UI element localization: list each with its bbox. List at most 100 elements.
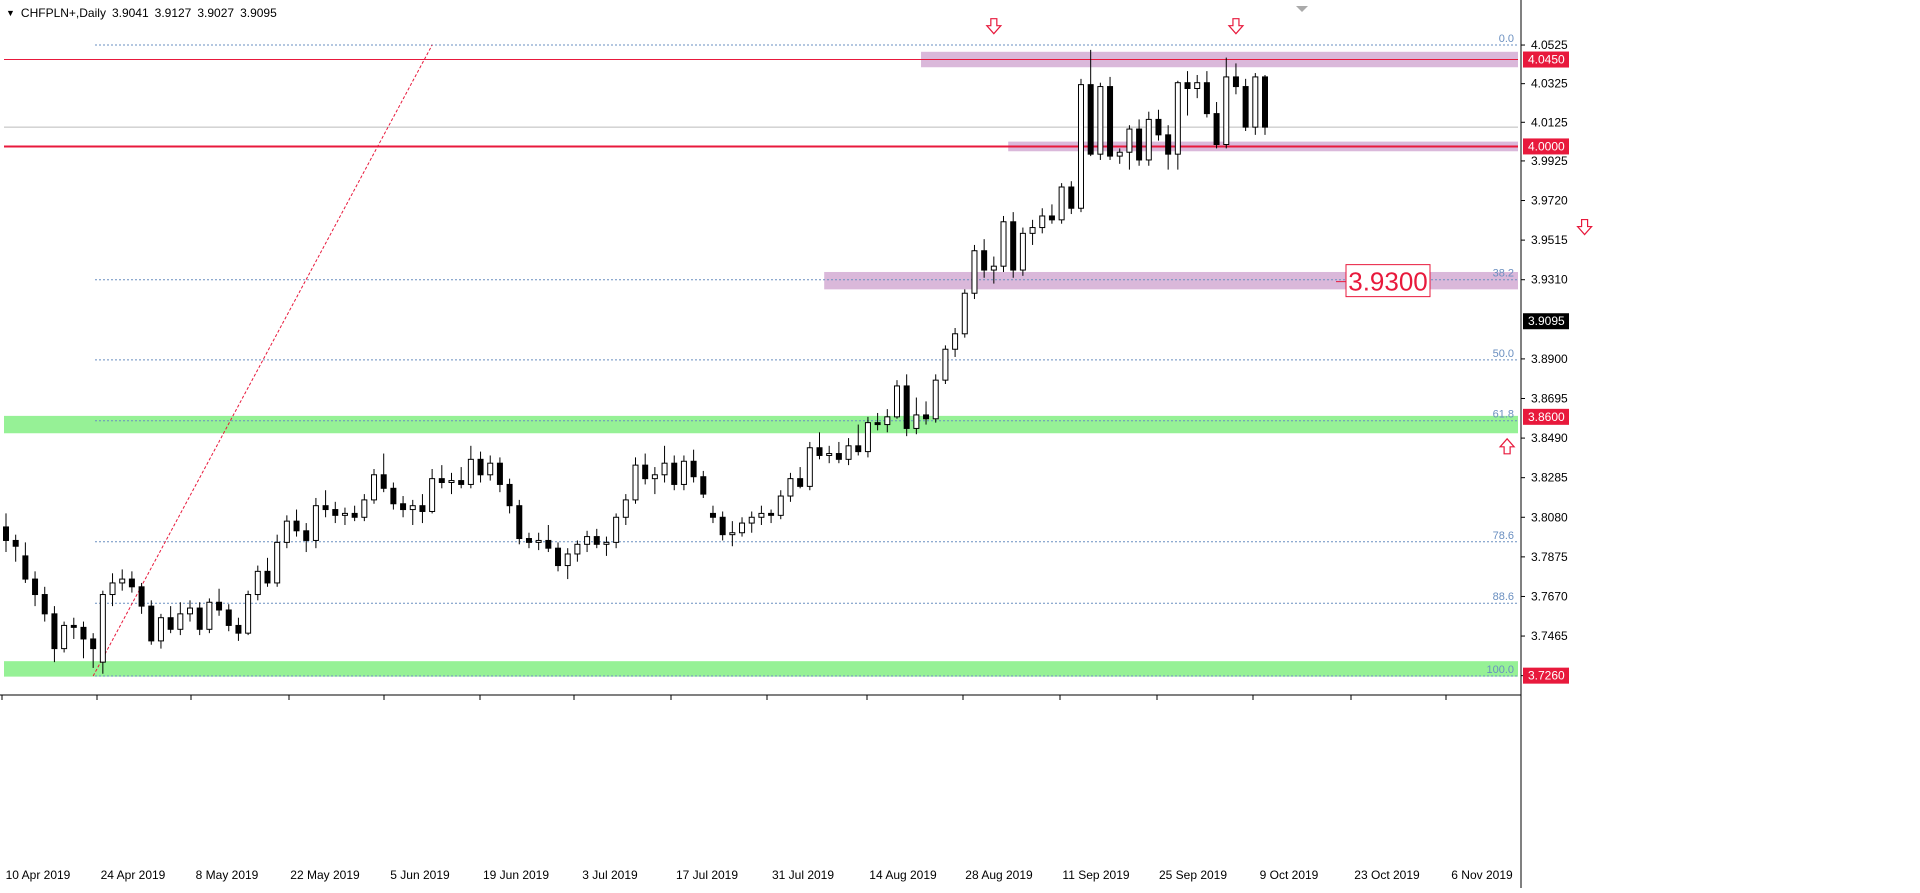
- candle-body: [1068, 186, 1075, 209]
- candle-body: [487, 462, 494, 476]
- x-tick-label: 14 Aug 2019: [869, 868, 937, 882]
- candle-body: [932, 379, 939, 420]
- price-tag-label: 3.9095: [1528, 314, 1565, 328]
- candle-body: [157, 617, 164, 642]
- candle: [41, 586, 48, 622]
- candle: [632, 457, 639, 504]
- candle: [1097, 82, 1104, 160]
- candle-body: [1174, 82, 1181, 155]
- candle-body: [448, 480, 455, 484]
- candle: [961, 289, 968, 338]
- candle: [148, 600, 155, 645]
- candle-body: [1097, 86, 1104, 155]
- candle: [651, 467, 658, 495]
- candle-body: [264, 570, 271, 584]
- candle-body: [409, 505, 416, 511]
- candle-body: [1155, 118, 1162, 136]
- candle-body: [893, 385, 900, 418]
- collapse-triangle-icon[interactable]: ▼: [6, 8, 15, 18]
- y-tick-label: 4.0525: [1531, 38, 1568, 52]
- candle: [516, 499, 523, 545]
- candle-body: [1116, 151, 1123, 157]
- candle: [1087, 49, 1094, 157]
- candle: [206, 598, 213, 634]
- candle: [952, 327, 959, 357]
- candle-body: [119, 578, 126, 584]
- candle-body: [283, 520, 290, 543]
- shift-marker-icon: [1296, 6, 1308, 12]
- x-tick-label: 22 May 2019: [290, 868, 360, 882]
- candle: [748, 511, 755, 533]
- candle-body: [1000, 221, 1007, 267]
- candle: [1203, 71, 1210, 118]
- price-tag-label: 3.8600: [1528, 410, 1565, 424]
- y-tick-label: 4.0125: [1531, 115, 1568, 129]
- candle-body: [981, 250, 988, 271]
- down-arrow-icon: [985, 18, 1003, 35]
- candle-body: [1019, 232, 1026, 271]
- candle: [593, 528, 600, 549]
- x-tick-label: 6 Nov 2019: [1451, 868, 1513, 882]
- y-tick-label: 3.9310: [1531, 273, 1568, 287]
- fib-label: 38.2: [1493, 268, 1514, 280]
- candle: [1252, 73, 1259, 135]
- candle-body: [952, 333, 959, 350]
- candle: [768, 509, 775, 524]
- candle: [12, 534, 19, 562]
- fib-label: 50.0: [1493, 348, 1514, 360]
- candle-body: [254, 570, 261, 596]
- candle-body: [574, 543, 581, 555]
- candle-body: [816, 447, 823, 456]
- y-tick-label: 3.7465: [1531, 629, 1568, 643]
- y-tick-label: 3.8900: [1531, 352, 1568, 366]
- y-tick-label: 3.8285: [1531, 471, 1568, 485]
- y-tick-label: 3.7875: [1531, 550, 1568, 564]
- candle: [1155, 109, 1162, 141]
- candle: [3, 513, 9, 553]
- candle-body: [1194, 82, 1201, 89]
- candle: [574, 540, 581, 562]
- x-tick-label: 8 May 2019: [196, 868, 259, 882]
- candle: [51, 606, 58, 663]
- candle-body: [216, 601, 223, 611]
- x-tick-label: 5 Jun 2019: [390, 868, 450, 882]
- candle: [1232, 63, 1239, 95]
- candle: [506, 478, 513, 514]
- x-tick-label: 9 Oct 2019: [1260, 868, 1319, 882]
- candle-body: [167, 617, 174, 630]
- candle-body: [1107, 86, 1114, 157]
- candle: [109, 573, 116, 607]
- candle-body: [855, 445, 862, 453]
- candle-body: [99, 594, 106, 663]
- candle: [622, 494, 629, 525]
- candle-body: [584, 536, 591, 545]
- candle: [525, 532, 532, 549]
- candle-body: [690, 460, 697, 478]
- candle: [584, 530, 591, 553]
- candle-body: [1126, 128, 1133, 153]
- candle-body: [1039, 215, 1046, 229]
- candle: [138, 582, 145, 614]
- candle: [719, 511, 726, 541]
- candle-body: [806, 447, 813, 487]
- candle-body: [1262, 76, 1268, 128]
- annotation-layer: 3.9300: [1336, 264, 1431, 298]
- candle: [1145, 111, 1152, 166]
- candle-body: [593, 536, 600, 545]
- candle: [787, 472, 794, 502]
- candle: [119, 569, 126, 591]
- candle: [254, 565, 261, 601]
- candle-body: [429, 478, 436, 512]
- candle-body: [729, 532, 736, 536]
- candle: [419, 494, 426, 524]
- candle-body: [923, 414, 930, 420]
- candle: [196, 602, 203, 636]
- annotation-text: 3.9300: [1348, 267, 1428, 297]
- candle: [690, 449, 697, 483]
- arrows-layer: [985, 18, 1593, 455]
- candle-body: [293, 520, 300, 532]
- candle: [613, 513, 620, 549]
- candle: [22, 542, 29, 583]
- candle: [274, 534, 281, 587]
